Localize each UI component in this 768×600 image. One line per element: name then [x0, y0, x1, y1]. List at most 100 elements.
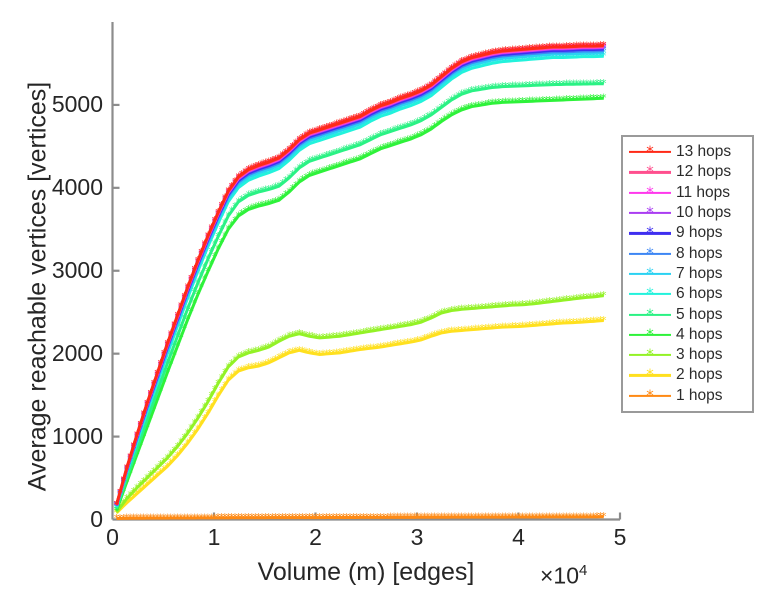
series-marker: *	[500, 511, 506, 524]
legend-label: 9 hops	[676, 224, 723, 242]
series-marker: *	[560, 93, 566, 106]
series-marker: *	[435, 327, 441, 340]
series-marker: *	[357, 121, 363, 134]
series-marker: *	[469, 58, 475, 71]
legend[interactable]: * 13 hops * 12 hops * 11 hops * 10 hops * 9 hops *…	[621, 135, 754, 413]
legend-item[interactable]: * 11 hops	[627, 183, 748, 203]
series-marker: *	[557, 78, 563, 91]
series-marker: *	[378, 340, 384, 353]
legend-item[interactable]: * 6 hops	[627, 284, 748, 304]
legend-marker-icon: *	[646, 345, 654, 364]
series-marker: *	[307, 155, 313, 168]
series-marker: *	[188, 305, 194, 318]
series-marker: *	[408, 132, 414, 145]
series-marker: *	[290, 329, 296, 342]
series-marker: *	[547, 48, 553, 61]
legend-item[interactable]: * 5 hops	[627, 304, 748, 324]
series-marker: *	[496, 45, 502, 58]
legend-item[interactable]: * 9 hops	[627, 223, 748, 243]
series-marker: *	[557, 510, 563, 523]
series-marker: *	[313, 511, 319, 524]
legend-item[interactable]: * 13 hops	[627, 142, 748, 162]
series-marker: *	[479, 511, 485, 524]
series-marker: *	[496, 300, 502, 313]
legend-sample: *	[627, 366, 673, 384]
series-marker: *	[202, 401, 208, 414]
series-marker: *	[537, 510, 543, 523]
series-marker: *	[601, 314, 607, 327]
series-marker: *	[154, 469, 160, 482]
series-marker: *	[253, 168, 259, 181]
series-marker: *	[581, 50, 587, 63]
legend-item[interactable]: * 1 hops	[627, 386, 748, 406]
legend-item[interactable]: * 8 hops	[627, 243, 748, 263]
series-marker: *	[313, 347, 319, 360]
series-marker: *	[513, 80, 519, 93]
series-marker: *	[503, 320, 509, 333]
series-marker: *	[472, 61, 478, 74]
series-marker: *	[222, 366, 228, 379]
legend-item[interactable]: * 12 hops	[627, 162, 748, 182]
series-marker: *	[486, 97, 492, 110]
series-marker: *	[347, 121, 353, 134]
series-marker: *	[344, 345, 350, 358]
series-marker: *	[215, 243, 221, 256]
series-marker: *	[198, 269, 204, 282]
series-marker: *	[598, 39, 604, 52]
series-marker: *	[347, 113, 353, 126]
series-marker: *	[232, 175, 238, 188]
series-marker: *	[276, 194, 282, 207]
legend-marker-icon: *	[646, 203, 654, 222]
legend-item[interactable]: * 3 hops	[627, 345, 748, 365]
series-marker: *	[137, 478, 143, 491]
legend-item[interactable]: * 7 hops	[627, 264, 748, 284]
series-marker: *	[269, 355, 275, 368]
series-marker: *	[229, 357, 235, 370]
series-marker: *	[344, 329, 350, 342]
series-marker: *	[114, 498, 120, 511]
series-marker: *	[435, 511, 441, 524]
legend-item[interactable]: * 4 hops	[627, 325, 748, 345]
series-marker: *	[493, 321, 499, 334]
series-marker: *	[371, 146, 377, 159]
series-marker: *	[496, 52, 502, 65]
legend-item[interactable]: * 2 hops	[627, 365, 748, 385]
series-marker: *	[158, 466, 164, 479]
series-marker: *	[530, 95, 536, 108]
series-marker: *	[148, 512, 154, 525]
series-marker: *	[144, 413, 150, 426]
series-marker: *	[148, 475, 154, 488]
series-marker: *	[280, 156, 286, 169]
series-marker: *	[131, 439, 137, 452]
series-marker: *	[439, 70, 445, 83]
series-marker: *	[313, 152, 319, 165]
series-marker: *	[391, 105, 397, 118]
series-marker: *	[236, 170, 242, 183]
series-marker: *	[320, 331, 326, 344]
series-marker: *	[581, 291, 587, 304]
series-marker: *	[185, 427, 191, 440]
series-marker: *	[195, 511, 201, 524]
series-marker: *	[425, 80, 431, 93]
series-marker: *	[124, 512, 130, 525]
series-marker: *	[493, 511, 499, 524]
series-marker: *	[459, 303, 465, 316]
series-marker: *	[344, 125, 350, 138]
series-marker: *	[280, 333, 286, 346]
series-marker: *	[510, 299, 516, 312]
series-marker: *	[452, 304, 458, 317]
series-marker: *	[571, 47, 577, 60]
series-marker: *	[412, 87, 418, 100]
series-marker: *	[516, 50, 522, 63]
series-marker: *	[290, 345, 296, 358]
legend-item[interactable]: * 10 hops	[627, 203, 748, 223]
series-marker: *	[371, 113, 377, 126]
series-marker: *	[598, 77, 604, 90]
legend-line	[629, 151, 671, 154]
series-marker: *	[371, 102, 377, 115]
series-marker: *	[422, 511, 428, 524]
series-marker: *	[297, 140, 303, 153]
series-marker: *	[225, 223, 231, 236]
data-series: ****************************************…	[114, 314, 607, 519]
series-marker: *	[158, 384, 164, 397]
